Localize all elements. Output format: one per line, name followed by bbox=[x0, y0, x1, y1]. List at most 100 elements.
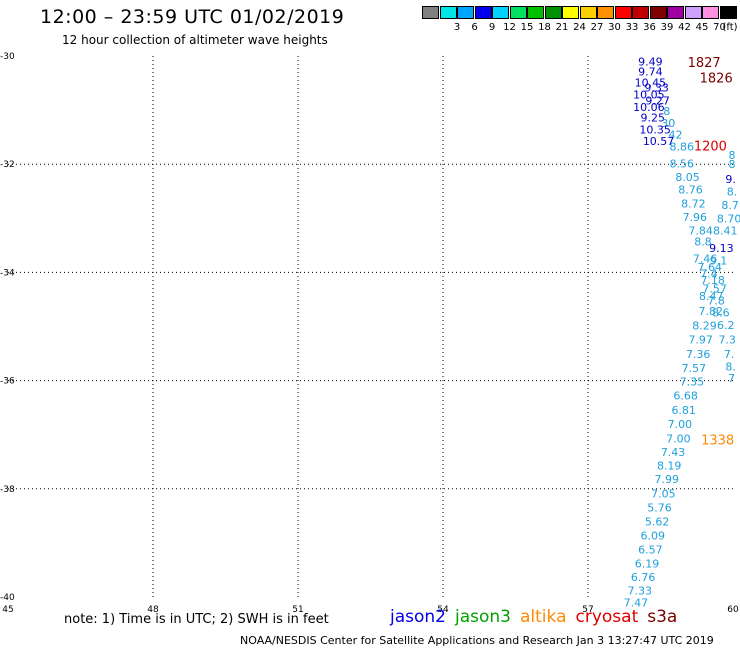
lat-tick-label: -30 bbox=[0, 52, 15, 62]
wave-height-value: 8.76 bbox=[678, 184, 703, 197]
wave-height-value: 10.57 bbox=[643, 135, 675, 148]
wave-height-value: 7.35 bbox=[680, 376, 705, 389]
wave-height-value: 10.05 bbox=[633, 88, 665, 101]
lon-tick-label: 60 bbox=[727, 605, 739, 615]
wave-height-value: 7.57 bbox=[682, 362, 707, 375]
wave-height-value: 8.41 bbox=[713, 225, 738, 238]
wave-height-value: 7.05 bbox=[651, 488, 676, 501]
wave-height-value: 8 bbox=[729, 158, 736, 171]
satellite-cryosat: cryosat bbox=[575, 607, 639, 627]
wave-height-value: 9. bbox=[725, 173, 736, 186]
wave-height-value: 6.09 bbox=[641, 529, 666, 542]
wave-height-value: 8.19 bbox=[657, 460, 682, 473]
wave-height-value: 7.18 bbox=[700, 274, 725, 287]
scale-swatch bbox=[422, 6, 439, 19]
scale-swatch bbox=[544, 6, 562, 19]
wave-height-value: 7.8 bbox=[707, 295, 725, 308]
lon-tick-label: 48 bbox=[147, 605, 159, 615]
wave-height-value: 5.62 bbox=[645, 515, 670, 528]
lon-tick-label: 51 bbox=[292, 605, 303, 615]
scale-swatch bbox=[667, 6, 684, 19]
wave-height-value: 30 bbox=[661, 117, 675, 130]
wave-height-value: 7 bbox=[728, 372, 735, 385]
satellite-jason3: jason3 bbox=[455, 607, 511, 627]
wave-height-value: 8.70 bbox=[717, 212, 740, 225]
scale-swatch bbox=[597, 6, 614, 19]
wave-height-value: 6.57 bbox=[638, 543, 663, 556]
scale-swatch bbox=[614, 6, 632, 19]
wave-height-value: 9.25 bbox=[641, 112, 666, 125]
wave-height-value: 8. bbox=[727, 185, 738, 198]
lon-tick-label: 45 bbox=[2, 605, 13, 615]
pass-time-label: 1338 bbox=[701, 434, 734, 449]
scale-label: 6 bbox=[471, 22, 478, 33]
wave-height-value: 7.46 bbox=[693, 252, 718, 265]
wave-height-value: 6.76 bbox=[631, 571, 656, 584]
lat-tick-label: -40 bbox=[0, 593, 15, 603]
wave-height-value: 7.57 bbox=[702, 283, 727, 296]
scale-label: 42 bbox=[678, 22, 691, 33]
scale-swatch bbox=[649, 6, 667, 19]
wave-height-value: 10.06 bbox=[633, 101, 665, 114]
wave-height-value: 8.29 bbox=[692, 319, 717, 332]
wave-height-value: 8.6 bbox=[712, 306, 730, 319]
scale-label: 70 bbox=[713, 22, 726, 33]
wave-height-value: 10.35 bbox=[639, 124, 671, 137]
pass-time-label: 1826 bbox=[700, 72, 733, 87]
lat-tick-label: -38 bbox=[0, 485, 15, 495]
wave-height-value: 9.27 bbox=[645, 94, 670, 107]
wave-height-value: 7.97 bbox=[688, 333, 713, 346]
scale-swatch bbox=[457, 6, 474, 19]
scale-swatch bbox=[562, 6, 579, 19]
scale-label: 15 bbox=[520, 22, 534, 33]
wave-height-value: 8.7 bbox=[721, 199, 739, 212]
wave-height-value: 8.86 bbox=[670, 140, 695, 153]
wave-height-value: 8.47 bbox=[699, 290, 724, 303]
wave-height-value: 8.56 bbox=[670, 158, 695, 171]
wave-height-value: 6.2 bbox=[717, 319, 735, 332]
scale-label: 12 bbox=[503, 22, 516, 33]
wave-height-value: 9.74 bbox=[638, 66, 663, 79]
scale-label: 9 bbox=[488, 22, 496, 33]
map-subtitle: 12 hour collection of altimeter wave hei… bbox=[62, 33, 328, 47]
lon-tick-label: 57 bbox=[582, 605, 593, 615]
wave-height-value: 8.8 bbox=[694, 236, 712, 249]
scale-swatch bbox=[509, 6, 527, 19]
wave-height-value: 9.13 bbox=[709, 242, 734, 255]
credit-line: NOAA/NESDIS Center for Satellite Applica… bbox=[240, 634, 714, 647]
lon-tick-label: 54 bbox=[437, 605, 449, 615]
wave-height-value: 8 bbox=[729, 149, 736, 162]
wave-height-value: 7.36 bbox=[686, 348, 711, 361]
wave-height-value: 7.33 bbox=[627, 585, 652, 598]
wave-height-value: 6.81 bbox=[671, 404, 696, 417]
wave-height-value: 7.43 bbox=[661, 446, 686, 459]
wave-height-value: 7.3 bbox=[718, 333, 736, 346]
footnote: note: 1) Time is in UTC; 2) SWH is in fe… bbox=[64, 612, 329, 627]
scale-label: 24 bbox=[573, 22, 586, 33]
wave-height-value: 7.47 bbox=[624, 596, 649, 609]
lat-tick-label: -34 bbox=[0, 268, 15, 278]
wave-height-observations: 9.499.7410.459.3310.059.2710.0689.253010… bbox=[624, 55, 740, 609]
scale-swatch bbox=[579, 6, 597, 19]
scale-unit-label: (ft) bbox=[722, 22, 738, 33]
scale-label: 33 bbox=[625, 22, 639, 33]
wave-height-value: 8 bbox=[663, 105, 670, 118]
wave-height-value: 9.49 bbox=[638, 55, 663, 68]
satellite-s3a: s3a bbox=[647, 607, 678, 627]
lat-lon-grid bbox=[8, 56, 733, 597]
wave-height-value: 6.19 bbox=[635, 557, 660, 570]
wave-height-value: 7.00 bbox=[666, 432, 691, 445]
map-title: 12:00 – 23:59 UTC 01/02/2019 bbox=[40, 6, 345, 28]
satellite-altika: altika bbox=[520, 607, 567, 627]
scale-swatch bbox=[702, 6, 719, 19]
scale-label: 45 bbox=[695, 22, 709, 33]
pass-time-label: 1200 bbox=[694, 139, 727, 154]
scale-swatch bbox=[719, 6, 737, 19]
scale-swatch bbox=[474, 6, 492, 19]
wave-height-value: 7.4 bbox=[700, 267, 718, 280]
wave-height-value: 42 bbox=[668, 128, 682, 141]
scale-swatch bbox=[492, 6, 509, 19]
wave-height-value: 7.99 bbox=[655, 473, 680, 486]
